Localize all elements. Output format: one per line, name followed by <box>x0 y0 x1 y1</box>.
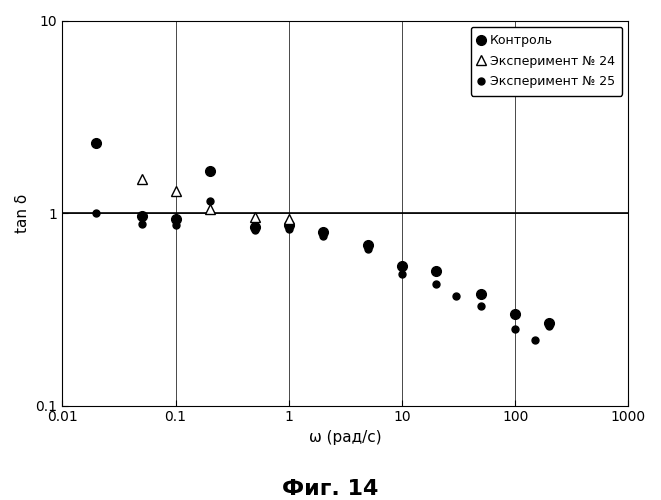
Эксперимент № 25 <box>319 233 327 239</box>
Line: Эксперимент № 24: Эксперимент № 24 <box>137 174 293 224</box>
Эксперимент № 25 <box>432 280 440 286</box>
Эксперимент № 24 <box>137 176 145 182</box>
Эксперимент № 25 <box>511 326 519 332</box>
Контроль <box>432 268 440 274</box>
X-axis label: ω (рад/с): ω (рад/с) <box>309 430 382 445</box>
Line: Эксперимент № 25: Эксперимент № 25 <box>93 198 553 343</box>
Эксперимент № 25 <box>251 226 258 232</box>
Эксперимент № 25 <box>398 272 406 278</box>
Контроль <box>364 242 372 248</box>
Контроль <box>477 291 485 297</box>
Контроль <box>137 212 145 218</box>
Контроль <box>398 263 406 269</box>
Text: Фиг. 14: Фиг. 14 <box>282 479 379 499</box>
Эксперимент № 25 <box>452 293 460 299</box>
Эксперимент № 24 <box>285 216 293 222</box>
Y-axis label: tan δ: tan δ <box>15 194 30 232</box>
Эксперимент № 25 <box>285 226 293 232</box>
Эксперимент № 25 <box>545 322 553 328</box>
Контроль <box>511 310 519 316</box>
Эксперимент № 25 <box>531 336 539 342</box>
Контроль <box>251 224 258 230</box>
Эксперимент № 25 <box>364 246 372 252</box>
Эксперимент № 25 <box>93 210 100 216</box>
Эксперимент № 25 <box>477 302 485 308</box>
Контроль <box>93 140 100 146</box>
Эксперимент № 24 <box>251 214 258 220</box>
Эксперимент № 24 <box>172 188 180 194</box>
Контроль <box>285 222 293 228</box>
Эксперимент № 25 <box>172 222 180 228</box>
Контроль <box>172 216 180 222</box>
Эксперимент № 25 <box>137 220 145 226</box>
Контроль <box>319 228 327 234</box>
Эксперимент № 24 <box>206 206 214 212</box>
Legend: Контроль, Эксперимент № 24, Эксперимент № 25: Контроль, Эксперимент № 24, Эксперимент … <box>471 26 622 96</box>
Эксперимент № 25 <box>206 198 214 204</box>
Контроль <box>545 320 553 326</box>
Контроль <box>206 168 214 174</box>
Line: Контроль: Контроль <box>92 138 554 328</box>
